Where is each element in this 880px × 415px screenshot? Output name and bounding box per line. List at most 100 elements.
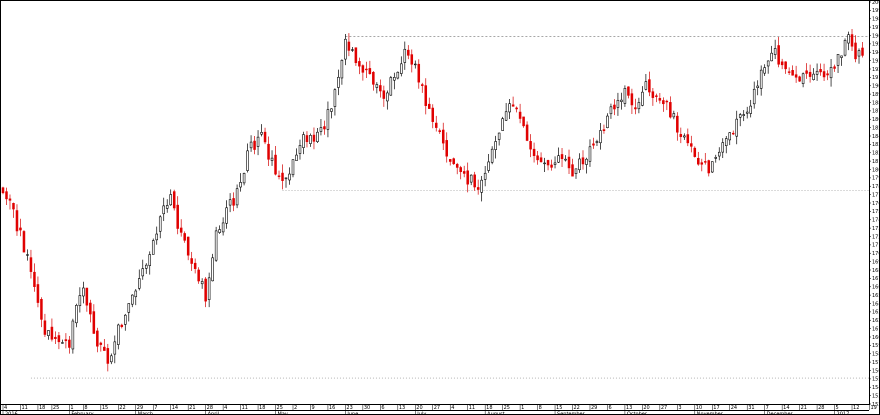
candle-down xyxy=(693,147,697,157)
candle-down xyxy=(550,164,553,168)
x-tick-label: 30 xyxy=(364,405,370,411)
y-tick-label: 197 xyxy=(872,25,880,31)
month-label: February xyxy=(71,412,93,415)
candle-up xyxy=(319,127,323,132)
candle-down xyxy=(382,90,386,99)
candle-down xyxy=(602,129,606,131)
candle-up xyxy=(393,77,396,81)
candle-down xyxy=(434,122,438,128)
candle-down xyxy=(186,236,190,256)
candle-up xyxy=(714,157,718,159)
candle-up xyxy=(291,159,295,176)
candle-down xyxy=(560,154,564,160)
candle-down xyxy=(438,130,442,132)
candle-up xyxy=(127,303,131,313)
candle-down xyxy=(452,158,455,165)
candle-up xyxy=(110,355,113,363)
candle-down xyxy=(12,203,15,210)
x-tick-label: 23 xyxy=(346,405,352,411)
candle-down xyxy=(448,159,452,162)
candle-down xyxy=(581,157,585,165)
candle-down xyxy=(662,100,665,105)
x-tick-label: 17 xyxy=(713,405,719,411)
y-tick-label: 154 xyxy=(872,385,880,391)
candle-up xyxy=(623,88,627,104)
candle-down xyxy=(819,69,822,73)
candle-down xyxy=(791,70,794,76)
candle-up xyxy=(637,102,641,110)
candle-up xyxy=(749,105,752,114)
candle-down xyxy=(54,336,57,340)
candle-up xyxy=(71,320,75,350)
candle-up xyxy=(504,111,508,121)
x-tick-label: 14 xyxy=(172,405,178,411)
candle-down xyxy=(833,66,836,69)
candle-up xyxy=(249,141,253,149)
candle-down xyxy=(459,167,462,173)
candle-down xyxy=(43,320,47,335)
candle-up xyxy=(574,168,578,174)
x-tick-label: 18 xyxy=(259,405,265,411)
candle-down xyxy=(19,227,22,231)
candle-up xyxy=(47,330,50,336)
y-tick-label: 153 xyxy=(872,393,880,399)
candle-down xyxy=(707,160,711,174)
month-label: June xyxy=(346,412,358,415)
y-tick-label: 157 xyxy=(872,360,880,366)
y-tick-label: 159 xyxy=(872,343,880,349)
month-label: May xyxy=(278,412,288,415)
candle-down xyxy=(92,311,96,334)
candle-down xyxy=(263,131,267,143)
candle-up xyxy=(235,188,239,206)
candle-up xyxy=(113,341,117,355)
x-tick-label: 3 xyxy=(678,405,681,411)
candle-up xyxy=(340,60,344,79)
candle-up xyxy=(763,67,766,74)
candle-down xyxy=(277,175,281,177)
candle-up xyxy=(480,179,483,193)
candle-down xyxy=(539,157,543,163)
candle-up xyxy=(490,148,494,163)
candle-down xyxy=(368,68,372,75)
candle-down xyxy=(651,91,655,98)
candle-down xyxy=(525,124,529,141)
candle-down xyxy=(686,134,690,144)
candle-up xyxy=(599,130,602,144)
candle-up xyxy=(745,111,749,114)
x-tick-label: 6 xyxy=(381,405,384,411)
candle-down xyxy=(183,233,186,241)
candle-up xyxy=(284,177,288,180)
candle-up xyxy=(169,194,172,206)
candle-down xyxy=(312,134,316,142)
candle-down xyxy=(455,163,459,168)
candle-down xyxy=(522,116,525,127)
candle-down xyxy=(40,299,43,320)
candle-down xyxy=(407,49,410,56)
y-tick-label: 171 xyxy=(872,243,880,249)
x-tick-label: 14 xyxy=(783,405,789,411)
candle-down xyxy=(431,107,435,122)
y-tick-label: 181 xyxy=(872,159,880,165)
candle-down xyxy=(794,74,798,78)
candle-up xyxy=(711,161,714,173)
candle-up xyxy=(298,145,302,154)
x-tick-label: 12 xyxy=(853,405,859,411)
x-tick-label: 28 xyxy=(207,405,213,411)
x-tick-label: 20 xyxy=(416,405,422,411)
candle-up xyxy=(717,151,721,157)
y-tick-label: 193 xyxy=(872,58,880,64)
y-tick-label: 175 xyxy=(872,209,880,215)
candle-down xyxy=(704,161,707,163)
candle-down xyxy=(784,61,787,70)
y-tick-label: 194 xyxy=(872,50,880,56)
candle-up xyxy=(469,174,473,183)
candle-up xyxy=(148,254,152,266)
x-tick-label: 29 xyxy=(591,405,597,411)
y-tick-label: 180 xyxy=(872,167,880,173)
candle-up xyxy=(721,142,725,153)
candle-down xyxy=(805,70,808,74)
candle-up xyxy=(228,199,232,206)
candle-down xyxy=(546,160,550,166)
candle-down xyxy=(29,257,33,272)
candle-up xyxy=(225,207,228,224)
